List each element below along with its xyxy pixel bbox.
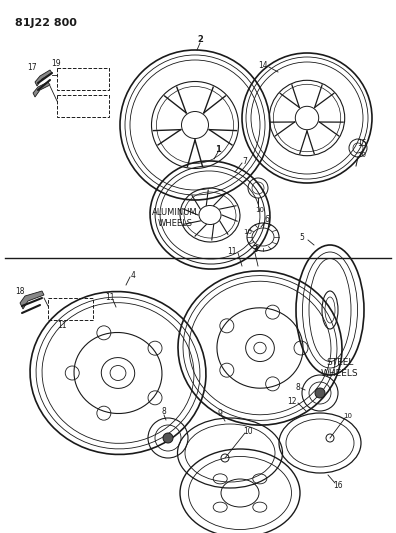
Text: 10: 10 <box>358 152 367 158</box>
Text: 4: 4 <box>131 271 135 279</box>
Text: 19: 19 <box>51 60 61 69</box>
Circle shape <box>315 388 325 398</box>
Polygon shape <box>20 291 44 309</box>
Text: 11: 11 <box>57 320 67 329</box>
Bar <box>57 95 109 117</box>
Text: 7: 7 <box>243 157 248 166</box>
Circle shape <box>163 433 173 443</box>
Text: 8: 8 <box>296 383 301 392</box>
Text: 81J22 800: 81J22 800 <box>15 18 77 28</box>
Text: 14: 14 <box>258 61 268 69</box>
Text: 2: 2 <box>197 36 203 44</box>
Text: 15: 15 <box>357 139 367 148</box>
Text: 10: 10 <box>343 413 352 419</box>
Text: 10: 10 <box>255 207 265 213</box>
Polygon shape <box>35 70 52 86</box>
Bar <box>48 298 93 320</box>
Polygon shape <box>33 82 50 97</box>
Text: 10: 10 <box>244 229 253 235</box>
Text: ALUMINUM
WHEELS: ALUMINUM WHEELS <box>152 208 198 228</box>
Text: 11: 11 <box>227 247 237 256</box>
Text: 11: 11 <box>105 293 115 302</box>
Text: 1: 1 <box>215 144 221 154</box>
Text: STEEL
WHEELS: STEEL WHEELS <box>321 358 359 378</box>
Text: 8: 8 <box>162 408 166 416</box>
Text: 17: 17 <box>27 63 37 72</box>
Text: 5: 5 <box>299 233 305 243</box>
Text: 6: 6 <box>265 215 269 224</box>
Text: 18: 18 <box>15 287 25 296</box>
Text: 9: 9 <box>217 408 223 417</box>
Bar <box>57 68 109 90</box>
Text: 16: 16 <box>333 481 343 489</box>
Text: 12: 12 <box>287 397 297 406</box>
Text: 10: 10 <box>243 426 253 435</box>
Text: 3: 3 <box>252 246 258 254</box>
